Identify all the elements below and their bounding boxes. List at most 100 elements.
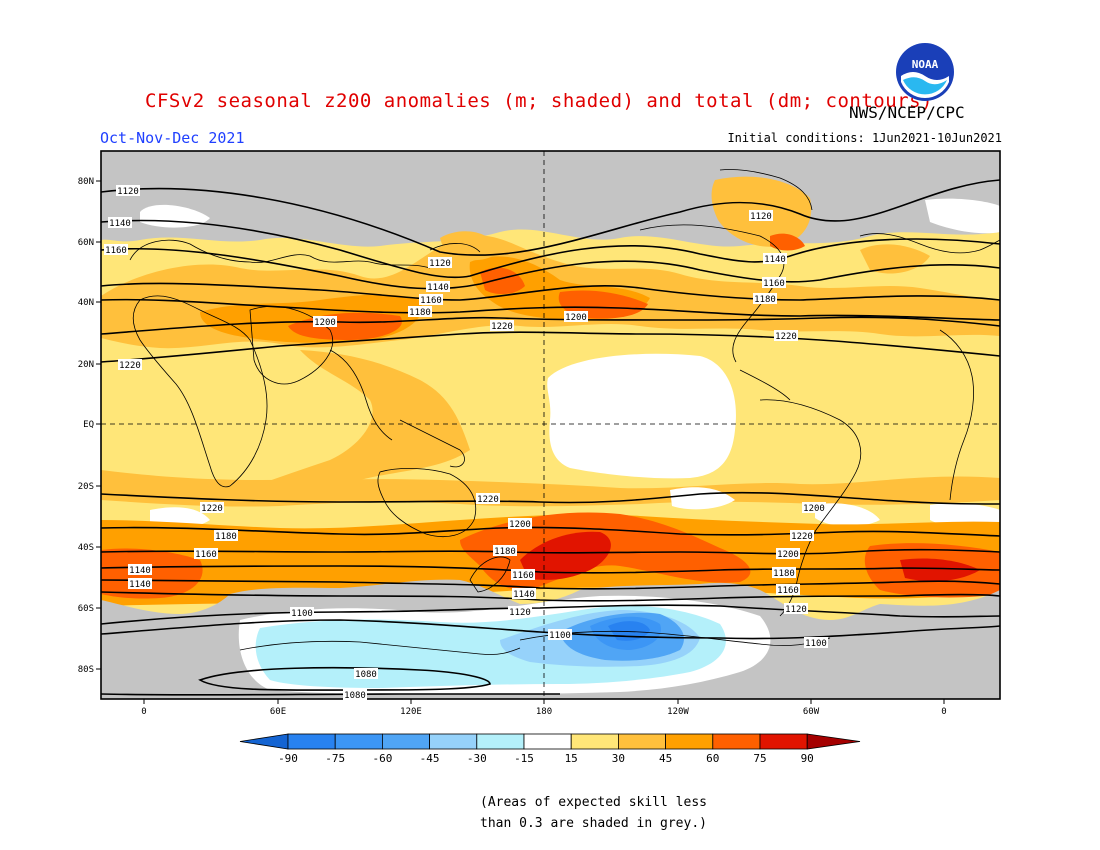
svg-text:1100: 1100 <box>805 639 827 649</box>
contour-label: 1120 <box>116 185 140 197</box>
contour-label: 1160 <box>194 548 218 560</box>
svg-text:1160: 1160 <box>512 571 534 581</box>
contour-label: 1140 <box>426 281 450 293</box>
svg-text:1200: 1200 <box>565 313 587 323</box>
colorbar-tick-label: -75 <box>325 752 345 765</box>
lat-label: 40N <box>78 298 94 308</box>
svg-text:1180: 1180 <box>773 569 795 579</box>
contour-label: 1080 <box>343 689 367 701</box>
svg-text:1120: 1120 <box>429 259 451 269</box>
contour-label: 1140 <box>512 588 536 600</box>
svg-text:1180: 1180 <box>409 308 431 318</box>
contour-label: 1180 <box>753 293 777 305</box>
contour-label: 1200 <box>313 316 337 328</box>
svg-text:1080: 1080 <box>355 670 377 680</box>
svg-text:1200: 1200 <box>509 520 531 530</box>
colorbar-swatch <box>618 733 667 750</box>
colorbar-tick-label: 45 <box>659 752 672 765</box>
colorbar-swatch <box>665 733 714 750</box>
lat-label: 60S <box>78 604 94 614</box>
contour-label: 1120 <box>508 606 532 618</box>
svg-text:1140: 1140 <box>109 219 131 229</box>
longitude-axis: 0 60E 120E 180 120W 60W 0 <box>141 699 947 717</box>
colorbar-tick-label: -90 <box>278 752 298 765</box>
svg-text:1160: 1160 <box>105 246 127 256</box>
contour-label: 1180 <box>408 306 432 318</box>
contour-label: 1220 <box>774 330 798 342</box>
colorbar-tick-label: 30 <box>612 752 625 765</box>
lon-label: 120E <box>400 707 422 717</box>
contour-label: 1140 <box>128 564 152 576</box>
svg-text:1160: 1160 <box>420 296 442 306</box>
lat-label: 80S <box>78 665 94 675</box>
colorbar-tick-label: -15 <box>514 752 534 765</box>
coastlines <box>129 169 1000 655</box>
lon-label: 60W <box>803 707 820 717</box>
colorbar-tick-label: -45 <box>420 752 440 765</box>
contour-label: 1120 <box>428 257 452 269</box>
contour-label: 1100 <box>804 637 828 649</box>
svg-text:1140: 1140 <box>427 283 449 293</box>
contour-label: 1160 <box>511 569 535 581</box>
svg-text:1160: 1160 <box>777 586 799 596</box>
colorbar-tick-label: 60 <box>706 752 719 765</box>
svg-text:1220: 1220 <box>119 361 141 371</box>
contour-label: 1160 <box>776 584 800 596</box>
contour-label: 1220 <box>200 502 224 514</box>
svg-text:1140: 1140 <box>129 566 151 576</box>
lat-label: 20S <box>78 482 94 492</box>
colorbar-arrow-left <box>239 733 289 750</box>
colorbar-arrow-right <box>806 733 861 750</box>
lat-label: 60N <box>78 238 94 248</box>
anomaly-shading <box>101 151 1000 699</box>
logo-text: NOAA <box>912 58 939 71</box>
colorbar-tick-label: 90 <box>801 752 814 765</box>
contour-label: 1160 <box>762 277 786 289</box>
lon-label: 120W <box>667 707 689 717</box>
agency-label: NWS/NCEP/CPC <box>849 103 965 122</box>
lat-label: 80N <box>78 177 94 187</box>
contour-label: 1100 <box>290 607 314 619</box>
colorbar-tick-label: 15 <box>565 752 578 765</box>
svg-text:1200: 1200 <box>777 550 799 560</box>
contour-label: 1180 <box>772 567 796 579</box>
colorbar-swatch <box>476 733 525 750</box>
contour-label: 1220 <box>790 530 814 542</box>
svg-text:1100: 1100 <box>291 609 313 619</box>
contour-label: 1160 <box>419 294 443 306</box>
lat-label: 20N <box>78 360 94 370</box>
colorbar: -90 -75 -60 -45 -30 -15 15 30 45 60 75 90 <box>239 733 861 765</box>
lat-label: 40S <box>78 543 94 553</box>
noaa-logo-icon: NOAA <box>896 43 954 101</box>
svg-text:1220: 1220 <box>477 495 499 505</box>
colorbar-tick-label: 75 <box>753 752 766 765</box>
contour-label: 1200 <box>564 311 588 323</box>
skill-footnote: (Areas of expected skill less than 0.3 a… <box>480 795 707 831</box>
svg-text:1140: 1140 <box>513 590 535 600</box>
contour-label: 1200 <box>776 548 800 560</box>
contour-label: 1080 <box>354 668 378 680</box>
lon-label: 180 <box>536 707 552 717</box>
contour-label: 1120 <box>784 603 808 615</box>
svg-text:1200: 1200 <box>314 318 336 328</box>
svg-text:1180: 1180 <box>215 532 237 542</box>
svg-text:1120: 1120 <box>785 605 807 615</box>
colorbar-swatch <box>381 733 430 750</box>
colorbar-swatch <box>287 733 336 750</box>
season-label: Oct-Nov-Dec 2021 <box>100 129 245 147</box>
contour-label: 1140 <box>108 217 132 229</box>
svg-text:1200: 1200 <box>803 504 825 514</box>
contour-label-group: 1120 1140 1160 1120 1140 1160 1180 1200 … <box>104 185 828 701</box>
colorbar-swatch <box>570 733 619 750</box>
lat-label: EQ <box>83 420 94 430</box>
svg-text:1120: 1120 <box>117 187 139 197</box>
colorbar-tick-label: -30 <box>467 752 487 765</box>
svg-text:1120: 1120 <box>750 212 772 222</box>
contour-label: 1200 <box>802 502 826 514</box>
contour-label: 1180 <box>493 545 517 557</box>
contour-label: 1200 <box>508 518 532 530</box>
height-contours <box>101 179 1000 696</box>
lon-label: 60E <box>270 707 286 717</box>
contour-label: 1140 <box>763 253 787 265</box>
